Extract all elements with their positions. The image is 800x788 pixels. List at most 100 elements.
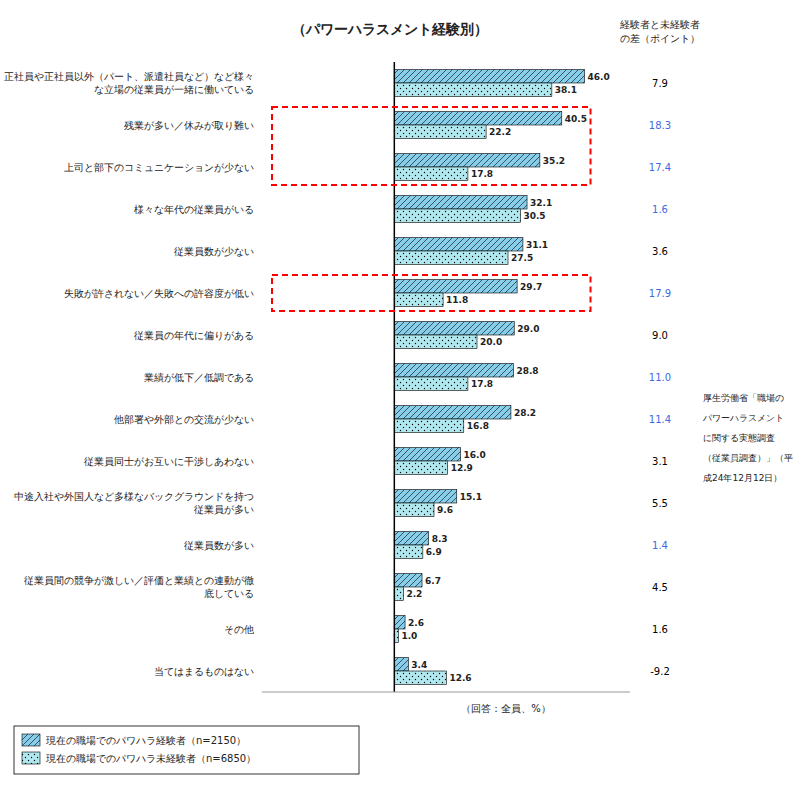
data-label: 20.0 bbox=[480, 337, 502, 347]
bar bbox=[394, 658, 408, 671]
difference-label: 3.1 bbox=[652, 456, 668, 467]
bar bbox=[394, 616, 405, 629]
data-label: 1.0 bbox=[401, 631, 417, 641]
bar bbox=[394, 251, 508, 264]
data-label: 30.5 bbox=[523, 211, 545, 221]
category-label: 正社員や正社員以外（パート、派遣社員など）など様々な立場の従業員が一緒に働いてい… bbox=[4, 71, 254, 95]
bar bbox=[394, 167, 468, 180]
bar bbox=[394, 377, 468, 390]
difference-label: 17.9 bbox=[649, 288, 671, 299]
bar bbox=[394, 364, 513, 377]
legend-label: 現在の職場でのパワハラ未経験者（n=6850） bbox=[46, 753, 256, 764]
difference-label: 17.4 bbox=[649, 162, 671, 173]
category-label: その他 bbox=[224, 624, 254, 635]
highlight-box bbox=[272, 275, 591, 311]
data-label: 35.2 bbox=[543, 156, 565, 166]
bar bbox=[394, 419, 463, 432]
data-label: 22.2 bbox=[489, 127, 511, 137]
data-label: 16.0 bbox=[463, 450, 485, 460]
data-label: 12.9 bbox=[451, 463, 473, 473]
bar bbox=[394, 322, 514, 335]
data-label: 6.9 bbox=[426, 547, 442, 557]
text-line: 従業員の年代に偏りがある bbox=[134, 330, 254, 341]
bar bbox=[394, 532, 428, 545]
legend: 現在の職場でのパワハラ経験者（n=2150）現在の職場でのパワハラ未経験者（n=… bbox=[14, 726, 359, 774]
difference-label: -9.2 bbox=[650, 666, 670, 677]
bar bbox=[394, 448, 460, 461]
difference-label: 11.0 bbox=[649, 372, 671, 383]
category-label: 従業員同士がお互いに干渉しあわない bbox=[84, 456, 254, 467]
text-line: 経験者と未経験者 bbox=[619, 19, 700, 30]
bar bbox=[394, 461, 447, 474]
data-label: 40.5 bbox=[565, 114, 587, 124]
text-line: 正社員や正社員以外（パート、派遣社員など）など様々 bbox=[4, 71, 254, 82]
x-axis-line bbox=[262, 692, 630, 693]
category-label: 従業員の年代に偏りがある bbox=[134, 330, 254, 341]
bar bbox=[394, 280, 517, 293]
bar bbox=[394, 209, 520, 222]
legend-swatch bbox=[22, 734, 40, 746]
chart: （パワーハラスメント経験別） 正社員や正社員以外（パート、派遣社員など）など様々な… bbox=[0, 0, 800, 788]
text-line: 当てはまるものはない bbox=[154, 666, 254, 677]
text-line: の差（ポイント） bbox=[620, 33, 700, 44]
bar bbox=[394, 671, 446, 684]
bar bbox=[394, 70, 584, 83]
text-line: 様々な年代の従業員がいる bbox=[134, 204, 254, 215]
bar bbox=[394, 154, 540, 167]
category-label: 上司と部下のコミュニケーションが少ない bbox=[64, 162, 254, 173]
bar bbox=[394, 293, 443, 306]
text-line: 成24年12月12日） bbox=[703, 473, 782, 483]
text-line: 従業員同士がお互いに干渉しあわない bbox=[84, 456, 254, 467]
data-label: 16.8 bbox=[467, 421, 489, 431]
bar bbox=[394, 83, 552, 96]
differences-title: 経験者と未経験者の差（ポイント） bbox=[619, 19, 700, 44]
data-label: 32.1 bbox=[530, 198, 552, 208]
text-line: 底している bbox=[204, 588, 254, 599]
data-label: 9.6 bbox=[437, 505, 453, 515]
data-label: 2.2 bbox=[406, 589, 422, 599]
bar bbox=[394, 503, 434, 516]
category-label: 従業員数が多い bbox=[184, 540, 254, 551]
bar bbox=[394, 112, 561, 125]
text-line: な立場の従業員が一緒に働いている bbox=[94, 84, 254, 95]
category-label: 中途入社や外国人など多様なバックグラウンドを持つ従業員が多い bbox=[14, 491, 254, 515]
difference-label: 9.0 bbox=[652, 330, 668, 341]
data-label: 15.1 bbox=[460, 492, 482, 502]
data-label: 31.1 bbox=[526, 240, 548, 250]
difference-label: 7.9 bbox=[652, 78, 668, 89]
bar bbox=[394, 335, 477, 348]
data-label: 28.2 bbox=[514, 408, 536, 418]
bar bbox=[394, 545, 423, 558]
data-label: 27.5 bbox=[511, 253, 533, 263]
data-label: 17.8 bbox=[471, 379, 493, 389]
highlight-box bbox=[272, 107, 591, 185]
text-line: 従業員数が少ない bbox=[174, 246, 254, 257]
text-line: 従業員が多い bbox=[194, 504, 254, 515]
bar bbox=[394, 406, 511, 419]
category-label: 従業員数が少ない bbox=[174, 246, 254, 257]
x-axis-label: （回答：全員、%） bbox=[461, 703, 551, 714]
text-line: 他部署や外部との交流が少ない bbox=[114, 414, 254, 425]
legend-frame bbox=[14, 726, 359, 774]
difference-label: 3.6 bbox=[652, 246, 668, 257]
category-label: 残業が多い／休みが取り難い bbox=[124, 120, 254, 131]
text-line: パワーハラスメント bbox=[702, 413, 784, 423]
data-label: 17.8 bbox=[471, 169, 493, 179]
bars bbox=[394, 70, 584, 685]
difference-label: 1.6 bbox=[652, 624, 668, 635]
text-line: 残業が多い／休みが取り難い bbox=[124, 120, 254, 131]
data-label: 29.7 bbox=[520, 282, 542, 292]
data-label: 28.8 bbox=[516, 366, 538, 376]
data-label: 29.0 bbox=[517, 324, 539, 334]
text-line: 上司と部下のコミュニケーションが少ない bbox=[64, 162, 254, 173]
title: （パワーハラスメント経験別） bbox=[292, 21, 488, 37]
data-label: 2.6 bbox=[408, 618, 424, 628]
bar bbox=[394, 587, 403, 600]
zero-line bbox=[394, 62, 396, 692]
difference-label: 4.5 bbox=[652, 582, 668, 593]
data-label: 8.3 bbox=[432, 534, 448, 544]
data-label: 46.0 bbox=[588, 72, 610, 82]
bar bbox=[394, 196, 527, 209]
text-line: その他 bbox=[224, 624, 254, 635]
category-label: 業績が低下／低調である bbox=[144, 372, 254, 383]
